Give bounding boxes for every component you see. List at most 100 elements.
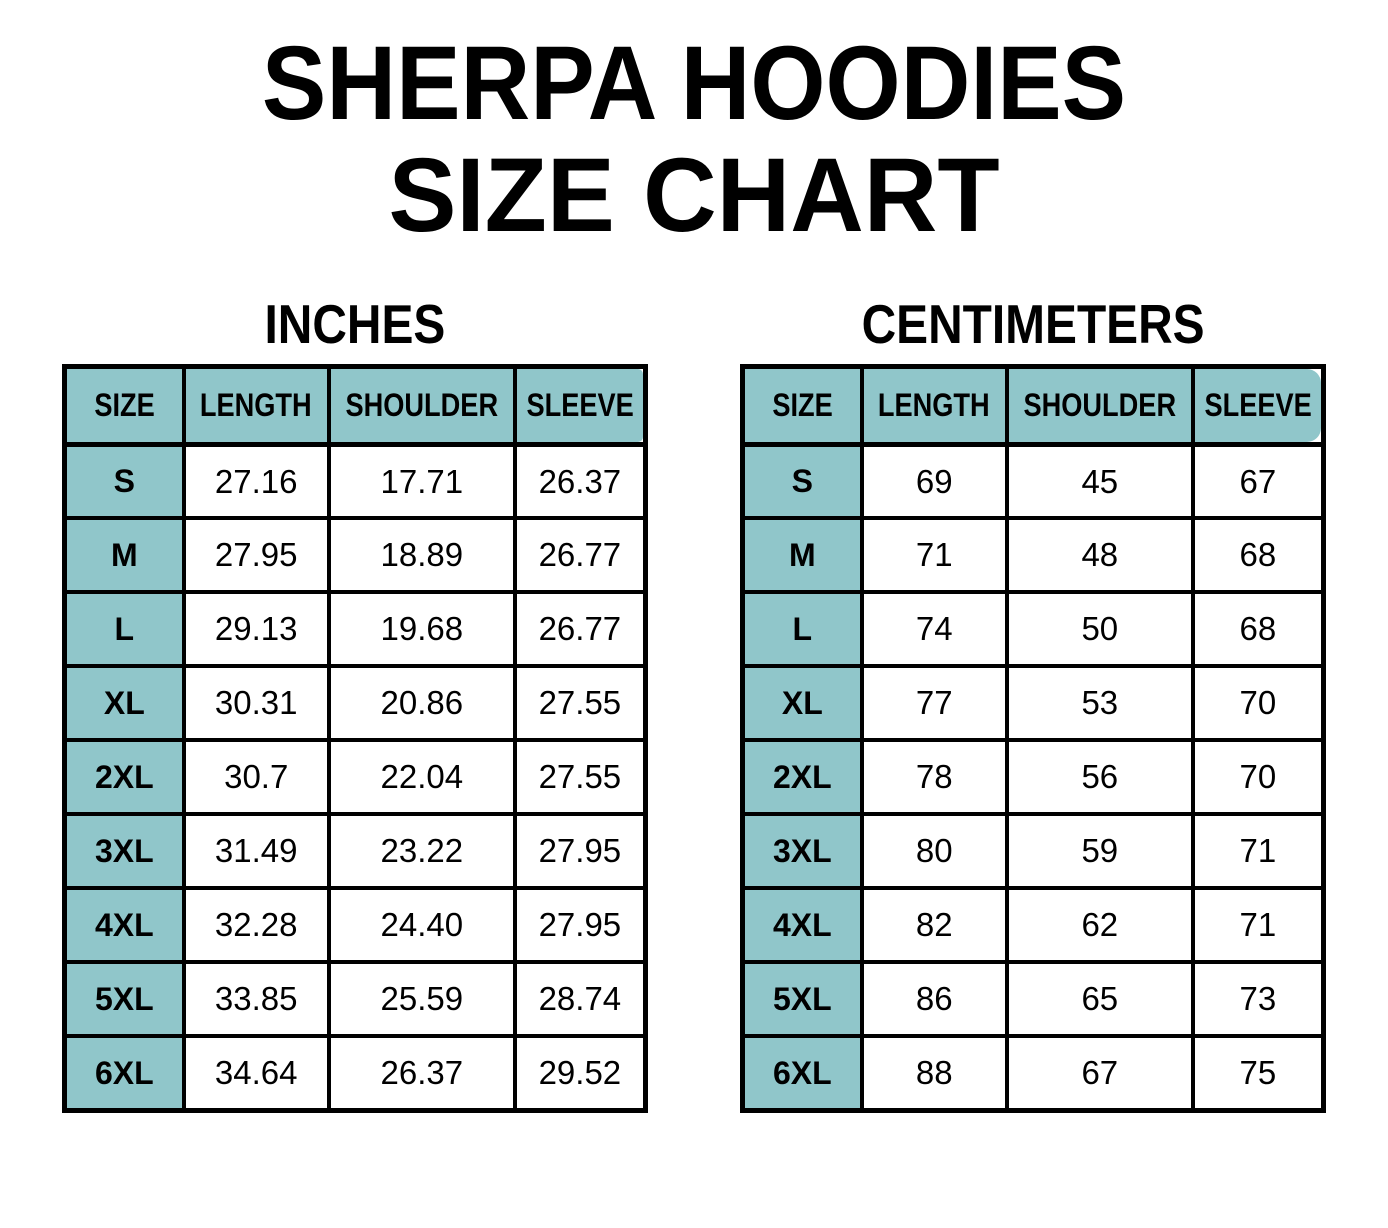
sleeve-cell: 27.95 bbox=[512, 812, 648, 891]
centimeters-section: CENTIMETERS SIZE LENGTH SHOULDER SLEEVE S 69… bbox=[740, 293, 1326, 1113]
inches-heading-label: INCHES bbox=[264, 292, 446, 355]
length-cell: 34.64 bbox=[181, 1034, 331, 1113]
column-header-label: LENGTH bbox=[200, 386, 313, 423]
table-row-2xl: 2XL 78 56 70 bbox=[740, 738, 1326, 817]
size-cell: XL bbox=[62, 664, 186, 743]
sleeve-cell: 68 bbox=[1190, 590, 1326, 669]
shoulder-cell: 23.22 bbox=[326, 812, 517, 891]
table-row-3xl: 3XL 80 59 71 bbox=[740, 812, 1326, 891]
length-cell: 33.85 bbox=[181, 960, 331, 1039]
length-cell: 27.95 bbox=[181, 516, 331, 595]
sleeve-cell: 70 bbox=[1190, 664, 1326, 743]
length-cell: 80 bbox=[859, 812, 1009, 891]
sleeve-cell: 71 bbox=[1190, 886, 1326, 965]
size-cell: S bbox=[740, 442, 864, 521]
sleeve-cell: 27.95 bbox=[512, 886, 648, 965]
title-line-1: SHERPA HOODIES bbox=[261, 25, 1127, 142]
column-header-length: LENGTH bbox=[859, 364, 1009, 447]
size-cell: XL bbox=[740, 664, 864, 743]
tables-container: INCHES SIZE LENGTH SHOULDER SLEEVE S 27.16 17… bbox=[0, 293, 1388, 1113]
size-cell: M bbox=[740, 516, 864, 595]
length-cell: 30.7 bbox=[181, 738, 331, 817]
table-row-4xl: 4XL 82 62 71 bbox=[740, 886, 1326, 965]
title-line-2: SIZE CHART bbox=[388, 137, 1000, 255]
size-chart-page: SHERPA HOODIES SIZE CHART INCHES SIZE LEN… bbox=[0, 25, 1388, 1113]
length-cell: 77 bbox=[859, 664, 1009, 743]
centimeters-size-table: SIZE LENGTH SHOULDER SLEEVE S 69 45 67 M 71 48 68 L… bbox=[740, 363, 1326, 1113]
column-header-size: SIZE bbox=[740, 364, 864, 447]
header-row: SIZE LENGTH SHOULDER SLEEVE bbox=[740, 364, 1326, 447]
shoulder-cell: 56 bbox=[1004, 738, 1195, 817]
table-row-m: M 27.95 18.89 26.77 bbox=[62, 516, 648, 595]
length-cell: 31.49 bbox=[181, 812, 331, 891]
column-header-label: SHOULDER bbox=[1023, 386, 1177, 423]
length-cell: 29.13 bbox=[181, 590, 331, 669]
table-row-5xl: 5XL 33.85 25.59 28.74 bbox=[62, 960, 648, 1039]
table-row-6xl: 6XL 88 67 75 bbox=[740, 1034, 1326, 1113]
shoulder-cell: 18.89 bbox=[326, 516, 517, 595]
size-cell: 3XL bbox=[740, 812, 864, 891]
size-cell: 4XL bbox=[740, 886, 864, 965]
inches-heading: INCHES bbox=[62, 293, 648, 356]
length-cell: 69 bbox=[859, 442, 1009, 521]
shoulder-cell: 25.59 bbox=[326, 960, 517, 1039]
length-cell: 32.28 bbox=[181, 886, 331, 965]
column-header-label: SIZE bbox=[94, 386, 155, 423]
column-header-length: LENGTH bbox=[181, 364, 331, 447]
table-row-6xl: 6XL 34.64 26.37 29.52 bbox=[62, 1034, 648, 1113]
header-cell-fill: SHOULDER bbox=[330, 368, 513, 442]
size-cell: M bbox=[62, 516, 186, 595]
size-cell: 5XL bbox=[62, 960, 186, 1039]
inches-size-table: SIZE LENGTH SHOULDER SLEEVE S 27.16 17.71 26.3… bbox=[62, 363, 648, 1113]
size-cell: 2XL bbox=[62, 738, 186, 817]
table-row-m: M 71 48 68 bbox=[740, 516, 1326, 595]
table-row-5xl: 5XL 86 65 73 bbox=[740, 960, 1326, 1039]
header-row: SIZE LENGTH SHOULDER SLEEVE bbox=[62, 364, 648, 447]
column-header-shoulder: SHOULDER bbox=[1004, 364, 1195, 447]
length-cell: 71 bbox=[859, 516, 1009, 595]
table-row-4xl: 4XL 32.28 24.40 27.95 bbox=[62, 886, 648, 965]
column-header-label: LENGTH bbox=[878, 386, 991, 423]
header-cell-fill: SIZE bbox=[67, 368, 182, 442]
table-row-2xl: 2XL 30.7 22.04 27.55 bbox=[62, 738, 648, 817]
length-cell: 78 bbox=[859, 738, 1009, 817]
table-row-s: S 69 45 67 bbox=[740, 442, 1326, 521]
shoulder-cell: 62 bbox=[1004, 886, 1195, 965]
shoulder-cell: 67 bbox=[1004, 1034, 1195, 1113]
sleeve-cell: 26.37 bbox=[512, 442, 648, 521]
header-cell-fill: SLEEVE bbox=[516, 368, 643, 442]
sleeve-cell: 26.77 bbox=[512, 516, 648, 595]
size-cell: 6XL bbox=[62, 1034, 186, 1113]
size-cell: 2XL bbox=[740, 738, 864, 817]
column-header-size: SIZE bbox=[62, 364, 186, 447]
header-cell-fill: LENGTH bbox=[863, 368, 1005, 442]
size-cell: S bbox=[62, 442, 186, 521]
column-header-shoulder: SHOULDER bbox=[326, 364, 517, 447]
sleeve-cell: 27.55 bbox=[512, 738, 648, 817]
column-header-sleeve: SLEEVE bbox=[1190, 364, 1326, 447]
column-header-label: SHOULDER bbox=[345, 386, 499, 423]
length-cell: 27.16 bbox=[181, 442, 331, 521]
table-row-l: L 74 50 68 bbox=[740, 590, 1326, 669]
shoulder-cell: 20.86 bbox=[326, 664, 517, 743]
table-row-l: L 29.13 19.68 26.77 bbox=[62, 590, 648, 669]
length-cell: 86 bbox=[859, 960, 1009, 1039]
shoulder-cell: 17.71 bbox=[326, 442, 517, 521]
sleeve-cell: 67 bbox=[1190, 442, 1326, 521]
size-cell: L bbox=[740, 590, 864, 669]
sleeve-cell: 73 bbox=[1190, 960, 1326, 1039]
size-cell: 3XL bbox=[62, 812, 186, 891]
shoulder-cell: 19.68 bbox=[326, 590, 517, 669]
shoulder-cell: 65 bbox=[1004, 960, 1195, 1039]
length-cell: 82 bbox=[859, 886, 1009, 965]
sleeve-cell: 71 bbox=[1190, 812, 1326, 891]
shoulder-cell: 59 bbox=[1004, 812, 1195, 891]
sleeve-cell: 27.55 bbox=[512, 664, 648, 743]
sleeve-cell: 28.74 bbox=[512, 960, 648, 1039]
column-header-label: SLEEVE bbox=[1204, 386, 1312, 423]
shoulder-cell: 53 bbox=[1004, 664, 1195, 743]
shoulder-cell: 50 bbox=[1004, 590, 1195, 669]
sleeve-cell: 29.52 bbox=[512, 1034, 648, 1113]
length-cell: 74 bbox=[859, 590, 1009, 669]
table-row-s: S 27.16 17.71 26.37 bbox=[62, 442, 648, 521]
